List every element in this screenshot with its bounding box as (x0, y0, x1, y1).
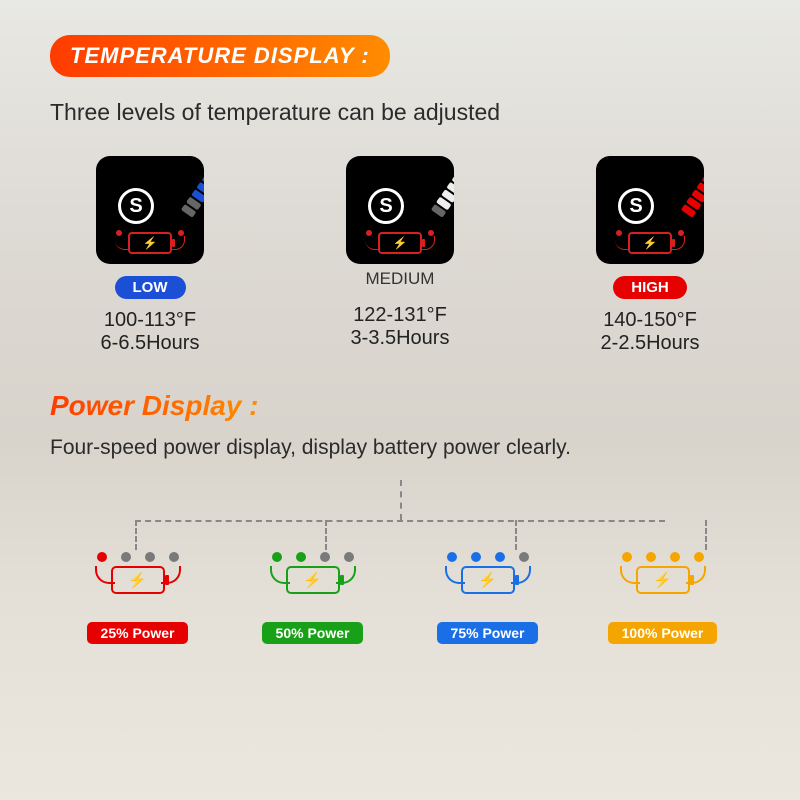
temperature-title-pill: TEMPERATURE DISPLAY : (50, 35, 390, 77)
level-pill: LOW (115, 276, 186, 299)
bolt-icon: ⚡ (303, 571, 322, 589)
temperature-levels-row: S⚡LOW100-113°F6-6.5HoursS⚡MEDIUM122-131°… (50, 156, 750, 355)
power-dot (272, 552, 282, 562)
battery-icon: ⚡ (636, 566, 690, 594)
power-dot (519, 552, 529, 562)
power-title: Power Display : (50, 390, 259, 422)
s-logo-icon: S (368, 188, 404, 224)
bolt-icon: ⚡ (478, 571, 497, 589)
temperature-hours: 6-6.5Hours (101, 332, 200, 355)
temperature-icon: S⚡ (346, 156, 454, 264)
power-level: ⚡ 75% Power (408, 552, 568, 644)
s-logo-icon: S (618, 188, 654, 224)
level-pill: HIGH (613, 276, 687, 299)
battery-tip (340, 575, 344, 585)
arc-icon (615, 236, 629, 250)
temperature-section: TEMPERATURE DISPLAY : Three levels of te… (0, 0, 800, 355)
power-section: Power Display : Four-speed power display… (0, 355, 800, 660)
temperature-level-low: S⚡LOW100-113°F6-6.5Hours (60, 156, 240, 355)
temperature-hours: 3-3.5Hours (351, 327, 450, 350)
power-tree: ⚡ 25% Power ⚡ 50% Power ⚡ 75% Power ⚡ 100% Powe… (50, 480, 750, 660)
power-dot (646, 552, 656, 562)
power-icon: ⚡ (83, 552, 193, 612)
power-level: ⚡ 50% Power (233, 552, 393, 644)
bolt-icon: ⚡ (143, 236, 158, 250)
temperature-range: 140-150°F (603, 309, 697, 332)
power-dot (320, 552, 330, 562)
power-dot (296, 552, 306, 562)
power-dots (258, 552, 368, 562)
power-dot (97, 552, 107, 562)
battery-icon: ⚡ (378, 232, 422, 254)
battery-icon: ⚡ (111, 566, 165, 594)
power-level: ⚡ 25% Power (58, 552, 218, 644)
thermometer-icon (168, 170, 204, 233)
battery-icon: ⚡ (128, 232, 172, 254)
temperature-hours: 2-2.5Hours (601, 332, 700, 355)
temperature-icon: S⚡ (596, 156, 704, 264)
power-dot (145, 552, 155, 562)
s-logo-icon: S (118, 188, 154, 224)
temperature-icon: S⚡ (96, 156, 204, 264)
thermometer-icon (668, 170, 704, 233)
power-label: 75% Power (437, 622, 539, 644)
power-dot (670, 552, 680, 562)
power-dot (622, 552, 632, 562)
power-dots (608, 552, 718, 562)
bolt-icon: ⚡ (393, 236, 408, 250)
level-pill: MEDIUM (366, 264, 435, 294)
battery-icon: ⚡ (461, 566, 515, 594)
temperature-range: 100-113°F (104, 309, 196, 332)
power-icon: ⚡ (608, 552, 718, 612)
power-subtitle: Four-speed power display, display batter… (50, 436, 750, 460)
power-levels-row: ⚡ 25% Power ⚡ 50% Power ⚡ 75% Power ⚡ 100% Powe… (50, 552, 750, 644)
power-dot (495, 552, 505, 562)
power-dot (694, 552, 704, 562)
power-label: 25% Power (87, 622, 189, 644)
power-dots (433, 552, 543, 562)
tree-branch (515, 520, 517, 550)
tree-branch (705, 520, 707, 550)
power-label: 100% Power (608, 622, 718, 644)
temperature-level-medium: S⚡MEDIUM122-131°F3-3.5Hours (310, 156, 490, 355)
power-dot (471, 552, 481, 562)
temperature-subtitle: Three levels of temperature can be adjus… (50, 99, 750, 126)
bolt-icon: ⚡ (653, 571, 672, 589)
bolt-icon: ⚡ (128, 571, 147, 589)
power-dot (169, 552, 179, 562)
battery-tip (515, 575, 519, 585)
power-dot (447, 552, 457, 562)
arc-icon (365, 236, 379, 250)
arc-icon (115, 236, 129, 250)
battery-tip (165, 575, 169, 585)
battery-icon: ⚡ (628, 232, 672, 254)
tree-branch (135, 520, 137, 550)
power-label: 50% Power (262, 622, 364, 644)
power-dot (344, 552, 354, 562)
temperature-range: 122-131°F (353, 304, 447, 327)
tree-branch (325, 520, 327, 550)
tree-trunk (400, 480, 402, 520)
battery-tip (690, 575, 694, 585)
power-icon: ⚡ (258, 552, 368, 612)
temperature-level-high: S⚡HIGH140-150°F2-2.5Hours (560, 156, 740, 355)
tree-hbar (135, 520, 665, 522)
power-dot (121, 552, 131, 562)
battery-icon: ⚡ (286, 566, 340, 594)
bolt-icon: ⚡ (643, 236, 658, 250)
thermometer-icon (418, 170, 454, 233)
power-level: ⚡ 100% Power (583, 552, 743, 644)
power-dots (83, 552, 193, 562)
power-icon: ⚡ (433, 552, 543, 612)
